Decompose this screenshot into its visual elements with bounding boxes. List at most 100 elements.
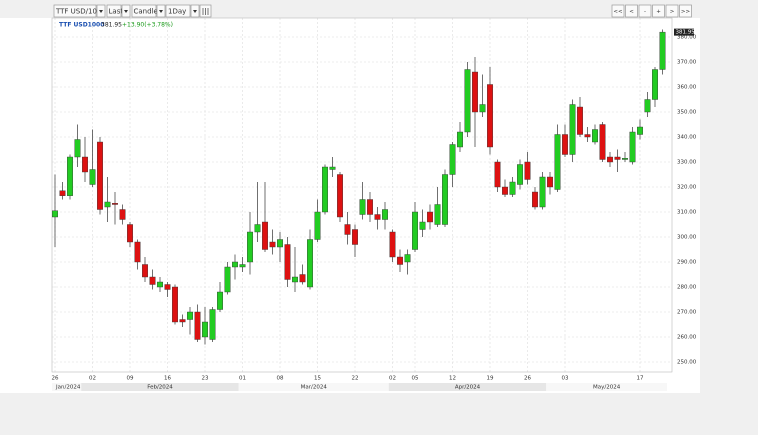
chart-style[interactable]: Candle: [134, 8, 158, 16]
candle-body: [359, 199, 366, 215]
candle-body: [307, 239, 314, 288]
price-type-box[interactable]: [106, 4, 122, 18]
change: +13.90(+3.78%): [122, 22, 173, 29]
nav-label[interactable]: >: [670, 9, 675, 15]
candle-body: [502, 186, 509, 195]
x-tick-label: 09: [127, 376, 134, 382]
candle-body: [164, 284, 171, 290]
symbol-box[interactable]: [53, 4, 97, 18]
y-tick-label: 340.00: [677, 135, 697, 141]
price-type[interactable]: Last: [109, 8, 124, 16]
candle-body: [659, 31, 666, 70]
candle-body: [277, 239, 284, 248]
candle-body: [269, 241, 276, 248]
dropdown-arrow: [159, 10, 163, 13]
dropdown-arrow: [124, 10, 128, 13]
last-price: 381.95: [101, 22, 122, 29]
candle-body: [524, 161, 531, 180]
y-tick-label: 290.00: [677, 260, 697, 266]
interval[interactable]: 1Day: [168, 8, 186, 16]
candle-body: [314, 211, 321, 240]
candle-body: [397, 256, 404, 265]
candle-body: [299, 274, 306, 283]
nav-label[interactable]: >>: [681, 9, 691, 15]
plot-frame: [51, 17, 673, 373]
candle-body: [599, 124, 606, 160]
month-label: Apr/2024: [455, 385, 481, 391]
x-tick-label: 05: [412, 376, 419, 382]
candle-body: [254, 224, 261, 233]
candle-body: [584, 134, 591, 138]
candle-body: [216, 291, 223, 310]
x-tick-label: 15: [314, 376, 321, 382]
candle-body: [427, 211, 434, 223]
x-tick-label: 16: [164, 376, 171, 382]
x-tick-label: 02: [389, 376, 396, 382]
candle-body: [141, 264, 148, 278]
candle-body: [569, 104, 576, 155]
nav-label[interactable]: <<: [613, 9, 623, 15]
interval-box[interactable]: [165, 4, 191, 18]
price-tag: [674, 28, 694, 36]
price-tag-label: 381.95: [676, 30, 696, 36]
nav-label[interactable]: -: [644, 9, 646, 15]
candle-body: [562, 134, 569, 155]
nav-button[interactable]: [638, 4, 652, 18]
style-box[interactable]: [131, 4, 157, 18]
nav-button[interactable]: [611, 4, 625, 18]
y-tick-label: 310.00: [677, 210, 697, 216]
candle-body: [367, 199, 374, 215]
month-label: May/2024: [593, 385, 621, 391]
candle-body: [52, 210, 59, 218]
candle-body: [89, 169, 96, 185]
candle-body: [592, 129, 599, 143]
x-tick-label: 23: [202, 376, 209, 382]
indicator-icon: [202, 8, 209, 15]
y-tick-label: 370.00: [677, 60, 697, 66]
candle-body: [201, 321, 208, 338]
month-band: [81, 383, 239, 391]
candle-body: [284, 244, 291, 280]
candle-body: [419, 221, 426, 230]
candle-body: [224, 266, 231, 293]
x-tick-label: 03: [562, 376, 569, 382]
x-tick-label: 12: [449, 376, 456, 382]
candle-body: [554, 134, 561, 190]
nav-label[interactable]: +: [656, 9, 661, 15]
candle-body: [442, 174, 449, 225]
candle-body: [607, 156, 614, 163]
candle-body: [404, 254, 411, 263]
candle-body: [449, 144, 456, 175]
candle-body: [629, 131, 636, 163]
candle-body: [59, 190, 66, 196]
candle-body: [637, 126, 644, 135]
nav-button[interactable]: [652, 4, 665, 18]
nav-label[interactable]: <: [629, 9, 634, 15]
instrument: TTF USD1000: [59, 22, 104, 29]
nav-button[interactable]: [665, 4, 679, 18]
candle-body: [239, 264, 246, 268]
nav-button[interactable]: [679, 4, 692, 18]
candle-body: [74, 139, 81, 158]
x-tick-label: 08: [277, 376, 284, 382]
month-band: [546, 383, 667, 391]
nav-button[interactable]: [625, 4, 638, 18]
candle-body: [111, 203, 118, 205]
candle-body: [126, 224, 133, 243]
plot: Jan/2024 Feb/2024 Mar/2024 Apr/2024 May/2024…: [51, 17, 697, 391]
legend: TTF USD1000 381.95 +13.90(+3.78%): [59, 22, 173, 29]
candle-body: [464, 69, 471, 133]
symbol[interactable]: TTF USD/100: [55, 8, 101, 16]
y-tick-label: 270.00: [677, 310, 697, 316]
candle-body: [487, 84, 494, 148]
candle-body: [209, 309, 216, 340]
candle-body: [171, 286, 178, 323]
candle-body: [292, 276, 299, 283]
candle-body: [374, 214, 381, 220]
candle-body: [389, 231, 396, 258]
y-tick-label: 350.00: [677, 110, 697, 116]
candle-body: [246, 231, 253, 263]
candle-body: [494, 161, 501, 188]
nav-buttons: << < - + > >>: [611, 4, 692, 18]
candle-body: [622, 158, 629, 160]
